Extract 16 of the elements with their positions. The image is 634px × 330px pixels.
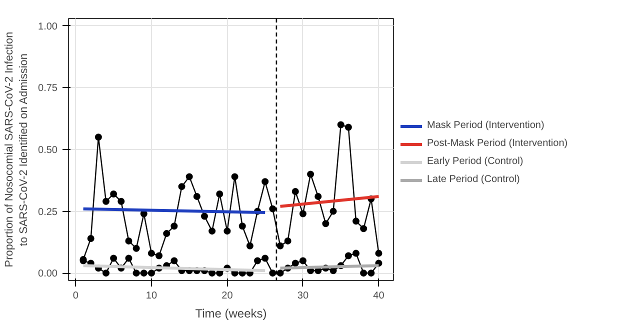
y-tick-label: 1.00 (38, 21, 58, 32)
x-tick-label: 40 (373, 290, 385, 302)
legend-label: Mask Period (Intervention) (427, 120, 544, 132)
y-axis-title: Proportion of Nosocomial SARS-CoV-2 Infection to SARS-CoV-2 Identified on Admission (4, 32, 30, 268)
x-tick-label: 0 (72, 290, 79, 302)
y-tick-label: 0.25 (38, 206, 58, 218)
legend-label: Late Period (Control) (427, 174, 520, 186)
y-tick-label: 0.50 (38, 145, 58, 156)
x-tick-label: 10 (146, 290, 158, 302)
legend-label: Early Period (Control) (427, 156, 524, 168)
x-tick-label: 20 (222, 290, 234, 302)
x-tick-label: 30 (297, 290, 309, 302)
y-tick-label: 0.75 (38, 83, 58, 94)
y-tick-label: 0.00 (38, 268, 58, 280)
legend-label: Post-Mask Period (Intervention) (427, 138, 568, 150)
x-axis-title: Time (weeks) (195, 306, 267, 320)
